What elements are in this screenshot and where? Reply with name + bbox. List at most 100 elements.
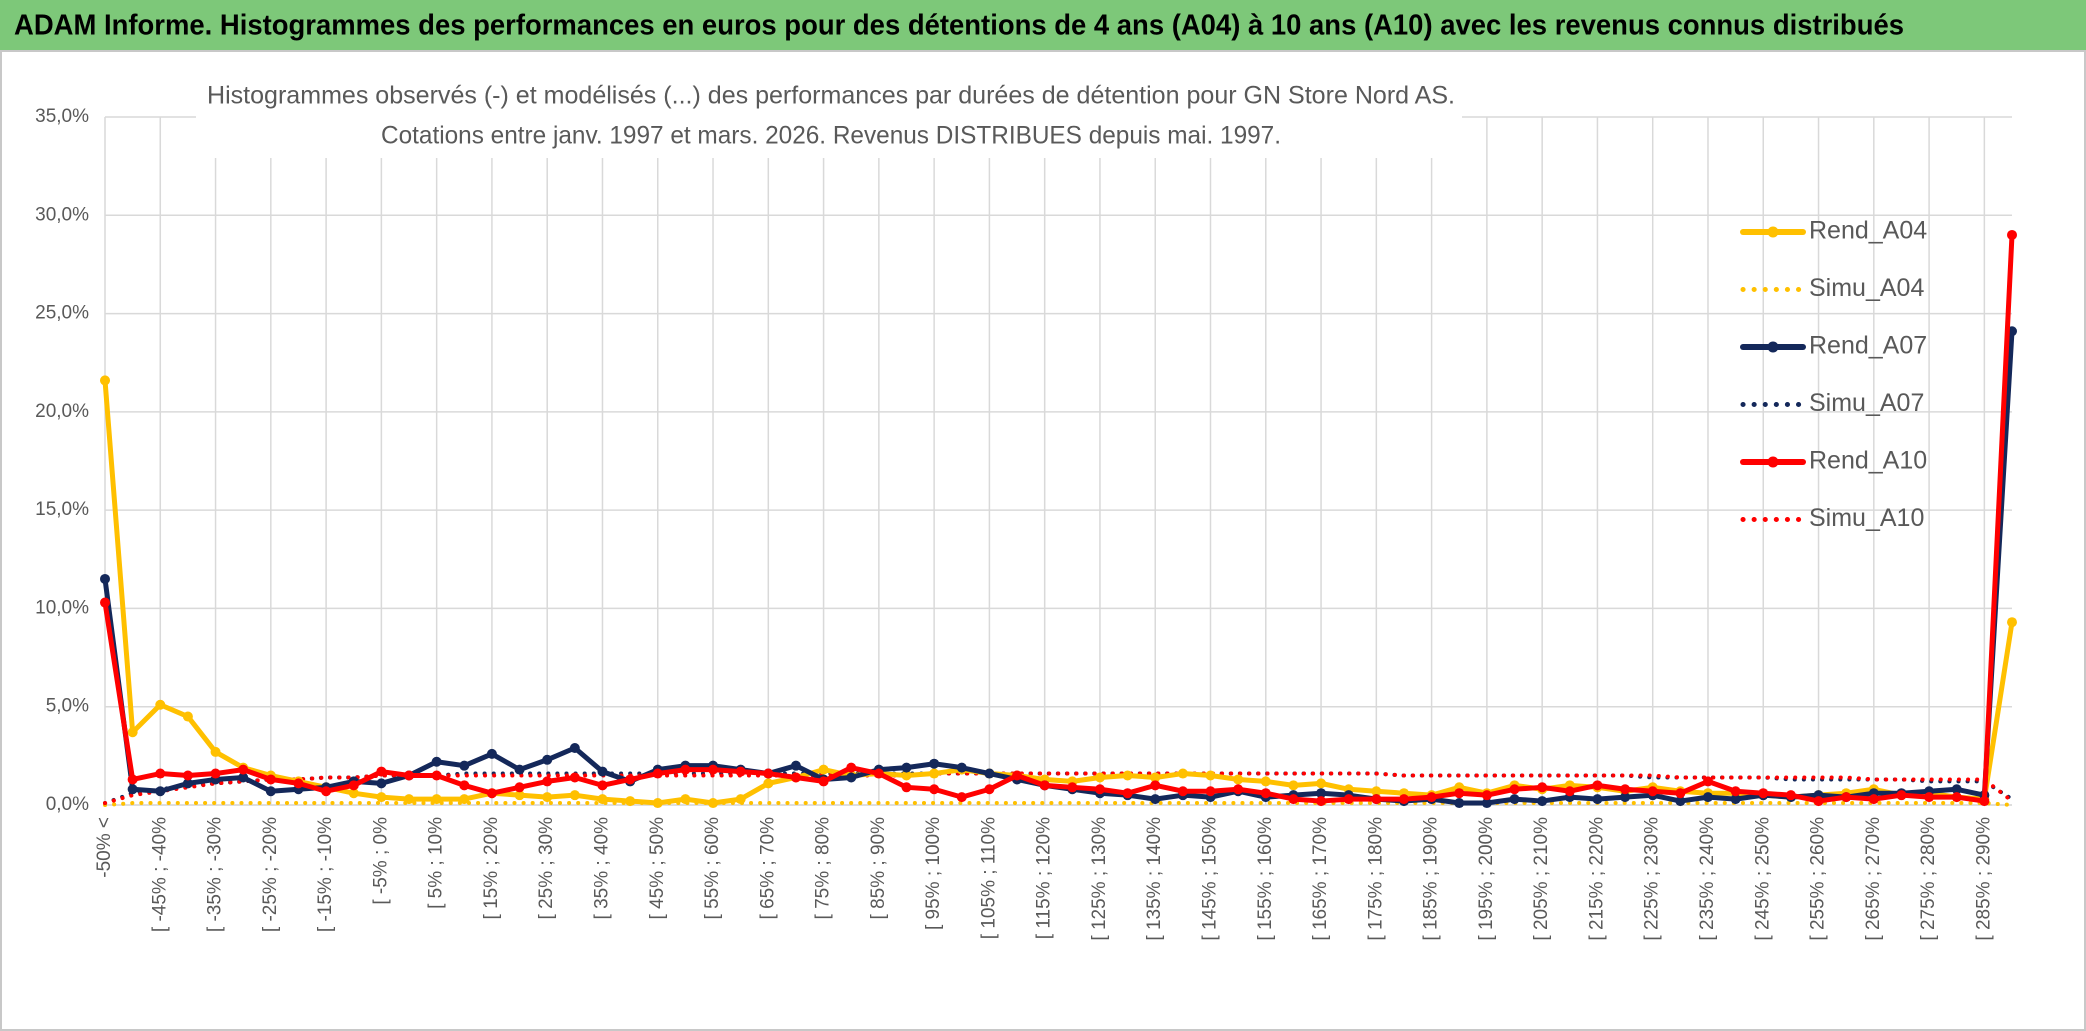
- data-point: [929, 768, 940, 779]
- data-point: [956, 792, 967, 803]
- x-tick-label: [ 285% ; 290%: [1973, 817, 1994, 941]
- data-point: [1758, 788, 1769, 799]
- y-tick-label: 10,0%: [35, 597, 89, 618]
- data-point: [1647, 786, 1658, 797]
- y-tick-label: 35,0%: [35, 106, 89, 127]
- data-point: [293, 778, 304, 789]
- data-point: [514, 782, 525, 793]
- x-tick-label: [ -25% ; -20%: [260, 817, 281, 932]
- data-point: [431, 794, 442, 805]
- data-point: [210, 768, 221, 779]
- data-point: [625, 774, 636, 785]
- data-point: [100, 375, 110, 386]
- data-point: [1205, 770, 1216, 781]
- x-tick-label: [ 75% ; 80%: [813, 817, 834, 920]
- x-tick-label: [ 245% ; 250%: [1752, 817, 1773, 941]
- data-point: [1481, 798, 1492, 809]
- x-tick-label: [ 45% ; 50%: [647, 817, 668, 920]
- data-point: [790, 760, 801, 771]
- legend-label: Rend_A10: [1809, 447, 1927, 475]
- data-point: [1094, 772, 1105, 783]
- data-point: [376, 766, 387, 777]
- x-tick-label: [ 145% ; 150%: [1200, 817, 1221, 941]
- data-point: [210, 746, 221, 757]
- series-line: [102, 234, 2015, 804]
- chart-title: ADAM Informe. Histogrammes des performan…: [14, 10, 1904, 42]
- data-point: [652, 798, 663, 809]
- series-line: [102, 380, 2015, 806]
- data-point: [155, 786, 166, 797]
- y-tick-label: 20,0%: [35, 401, 89, 422]
- data-point: [404, 794, 415, 805]
- data-point: [376, 792, 387, 803]
- data-point: [1177, 786, 1188, 797]
- data-point: [708, 798, 719, 809]
- data-point: [1868, 794, 1879, 805]
- data-point: [1122, 788, 1133, 799]
- data-point: [1730, 794, 1741, 805]
- data-point: [431, 756, 442, 767]
- data-point: [100, 573, 110, 584]
- x-tick-label: [ 235% ; 240%: [1697, 817, 1718, 941]
- x-tick-label: [ 155% ; 160%: [1255, 817, 1276, 941]
- data-point: [1509, 784, 1520, 795]
- legend-label: Simu_A10: [1809, 504, 1924, 532]
- data-point: [735, 794, 746, 805]
- data-point: [1675, 796, 1686, 807]
- data-point: [542, 776, 553, 787]
- data-point: [1454, 788, 1465, 799]
- data-point: [597, 794, 608, 805]
- data-point: [846, 762, 857, 773]
- x-tick-label: [ 265% ; 270%: [1863, 817, 1884, 941]
- data-point: [1150, 780, 1161, 791]
- data-point: [1398, 794, 1409, 805]
- data-point: [1288, 794, 1299, 805]
- x-tick-label: [ 255% ; 260%: [1808, 817, 1829, 941]
- data-point: [265, 786, 276, 797]
- data-point: [1702, 792, 1713, 803]
- legend-label: Rend_A07: [1809, 332, 1927, 360]
- series-line: [103, 801, 2014, 807]
- y-tick-label: 30,0%: [35, 204, 89, 225]
- data-point: [1150, 772, 1161, 783]
- x-tick-label: [ 15% ; 20%: [481, 817, 502, 920]
- data-point: [1094, 784, 1105, 795]
- data-point: [100, 597, 110, 608]
- data-point: [542, 792, 553, 803]
- data-point: [569, 742, 580, 753]
- x-tick-label: [ 165% ; 170%: [1310, 817, 1331, 941]
- data-point: [1951, 792, 1962, 803]
- x-tick-label: [ 25% ; 30%: [536, 817, 557, 920]
- data-point: [127, 774, 138, 785]
- data-point: [1537, 782, 1548, 793]
- data-point: [569, 772, 580, 783]
- data-point: [652, 768, 663, 779]
- data-point: [238, 772, 249, 783]
- data-point: [1924, 792, 1935, 803]
- data-point: [1537, 796, 1548, 807]
- data-point: [1316, 788, 1327, 799]
- x-tick-label: [ -45% ; -40%: [149, 817, 170, 932]
- data-point: [1979, 796, 1990, 807]
- data-point: [625, 796, 636, 807]
- data-point: [901, 770, 912, 781]
- y-tick-label: 25,0%: [35, 303, 89, 324]
- x-tick-label: [ 105% ; 110%: [978, 817, 999, 939]
- data-point: [182, 770, 193, 781]
- data-point: [1150, 794, 1161, 805]
- legend-marker: [1767, 226, 1779, 238]
- data-point: [182, 778, 193, 789]
- data-point: [265, 774, 276, 785]
- data-point: [1841, 792, 1852, 803]
- x-tick-label: [ 275% ; 280%: [1918, 817, 1939, 941]
- data-point: [984, 784, 995, 795]
- data-point: [735, 766, 746, 777]
- x-tick-label: [ 95% ; 100%: [923, 817, 944, 930]
- data-point: [680, 764, 691, 775]
- data-point: [431, 770, 442, 781]
- chart-frame: [0, 50, 2086, 1031]
- data-point: [1205, 786, 1216, 797]
- data-point: [1316, 796, 1327, 807]
- data-point: [984, 768, 995, 779]
